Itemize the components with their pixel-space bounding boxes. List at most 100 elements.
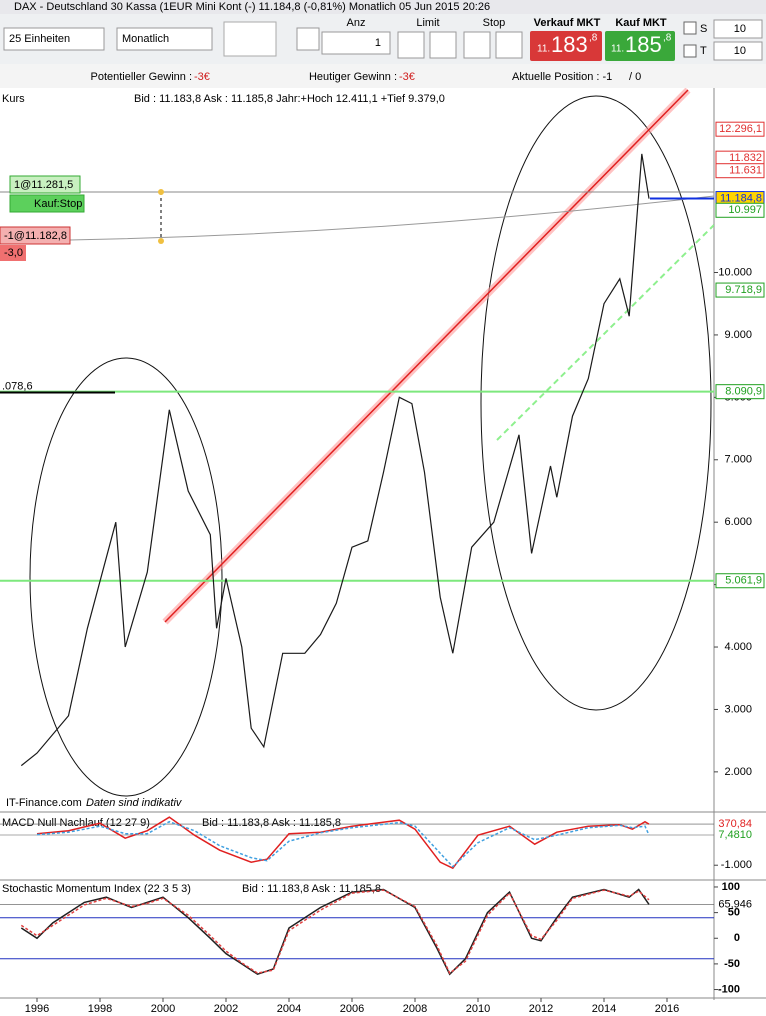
x-tick-label: 2006 — [340, 1003, 364, 1015]
price-line — [20, 153, 650, 767]
price-label-box — [715, 121, 765, 137]
position-box[interactable] — [0, 226, 71, 245]
stoch-title: Stochastic Momentum Index (22 3 5 3) — [2, 883, 191, 895]
x-tick-label: 2000 — [151, 1003, 175, 1015]
ellipse — [29, 357, 223, 797]
y-tick-label: -1.000 — [721, 859, 752, 871]
x-tick-label: 2016 — [655, 1003, 679, 1015]
buy-frac: ,8 — [663, 33, 672, 44]
price-label-box — [715, 202, 765, 218]
units-dropdown[interactable] — [3, 27, 105, 51]
sell-big: 183 — [551, 32, 588, 57]
buy-stop-type: Kauf:Stop — [34, 198, 82, 210]
stoch-quote: Bid : 11.183,8 Ask : 11.185,8 — [242, 883, 381, 895]
y-tick-label: 10.000 — [718, 266, 752, 278]
y-tick-label: -50 — [724, 958, 740, 970]
y-tick-label: 50 — [728, 907, 740, 919]
ellipse — [480, 95, 712, 711]
price-label: 12.296,1 — [719, 123, 762, 135]
buy-button[interactable] — [605, 31, 675, 61]
level-label: .078,6 — [2, 380, 33, 392]
x-tick-label: 2012 — [529, 1003, 553, 1015]
limit-buy-button[interactable] — [397, 31, 425, 59]
strategy-button[interactable] — [223, 21, 277, 57]
y-tick-label: 0 — [734, 932, 740, 944]
period-dropdown[interactable] — [116, 27, 213, 51]
trend-line — [164, 89, 689, 623]
window-title: DAX - Deutschland 30 Kassa (1EUR Mini Ko… — [14, 1, 490, 13]
x-tick-label: 1998 — [88, 1003, 112, 1015]
order-curve — [0, 195, 714, 242]
stop-label: Stop — [483, 17, 506, 29]
sell-button[interactable] — [530, 31, 602, 61]
handle[interactable] — [158, 189, 164, 195]
y-tick-label: 3.000 — [724, 703, 752, 715]
today-label: Heutiger Gewinn : — [309, 71, 397, 83]
x-tick-label: 2004 — [277, 1003, 301, 1015]
potential-label: Potentieller Gewinn : — [91, 71, 193, 83]
series-line — [36, 816, 650, 870]
wrench-button[interactable] — [296, 27, 320, 51]
x-tick-label: 2002 — [214, 1003, 238, 1015]
position: -1@11.182,8 — [4, 230, 67, 242]
price-label: 11.184,8 — [720, 192, 762, 204]
s-checkbox[interactable] — [683, 21, 697, 35]
macd-title: MACD Null Nachlauf (12 27 9) — [2, 817, 150, 829]
stop-sell-button[interactable] — [495, 31, 523, 59]
sell-frac: ,8 — [589, 33, 598, 44]
pl-box — [0, 245, 26, 261]
price-label: 9.718,9 — [725, 284, 762, 296]
y-tick-label: 100 — [722, 881, 740, 893]
period: Monatlich — [122, 33, 169, 45]
potential: -3€ — [194, 71, 210, 83]
s-value: 10 — [734, 23, 746, 35]
buy-stop: 1@11.281,5 — [14, 179, 73, 191]
s-label: S — [700, 23, 707, 35]
order-box[interactable] — [9, 175, 81, 194]
price-label-box — [715, 282, 765, 298]
x-tick-label: 2014 — [592, 1003, 616, 1015]
series-line — [36, 820, 650, 868]
source: IT-Finance.com — [6, 797, 82, 809]
price-label-box — [715, 384, 765, 400]
value-label: 7,4810 — [718, 829, 752, 841]
t-input[interactable] — [713, 41, 763, 61]
macd-quote: Bid : 11.183,8 Ask : 11.185,8 — [202, 817, 341, 829]
limit-sell-button[interactable] — [429, 31, 457, 59]
x-tick-label: 2008 — [403, 1003, 427, 1015]
qty-label: Anz — [347, 17, 366, 29]
series-line — [20, 889, 650, 975]
title-bar — [0, 0, 766, 14]
t-checkbox[interactable] — [683, 44, 697, 58]
value-label: 65,946 — [718, 898, 752, 910]
price-label-box — [715, 573, 765, 589]
status-bar — [0, 64, 766, 88]
y-tick-label: 6.000 — [724, 516, 752, 528]
buy-label: Kauf MKT — [615, 17, 667, 29]
y-tick-label: 4.000 — [724, 641, 752, 653]
sell-small: 11. — [537, 44, 550, 55]
quote: Bid : 11.183,8 Ask : 11.185,8 Jahr:+Hoch… — [134, 93, 445, 105]
y-tick-label: 9.000 — [724, 329, 752, 341]
price-label-box — [715, 163, 765, 179]
stop-buy-button[interactable] — [463, 31, 491, 59]
order-type-box[interactable] — [9, 194, 85, 213]
limit-label: Limit — [416, 17, 439, 29]
y-tick-label: 2.000 — [724, 766, 752, 778]
position-rest: / 0 — [629, 71, 641, 83]
price-label: 8.090,9 — [725, 386, 762, 398]
y-tick-label: 7.000 — [724, 454, 752, 466]
value-label: 370,84 — [718, 818, 752, 830]
handle[interactable] — [158, 238, 164, 244]
qty-input[interactable] — [321, 31, 391, 55]
price-label: 11.832 — [729, 152, 762, 164]
x-tick-label: 2010 — [466, 1003, 490, 1015]
trend-line — [496, 224, 714, 441]
position-label: Aktuelle Position : -1 — [512, 71, 612, 83]
s-input[interactable] — [713, 19, 763, 39]
qty: 1 — [375, 37, 381, 49]
buy-big: 185 — [625, 32, 662, 57]
price-label: 10.997 — [728, 204, 762, 216]
t-value: 10 — [734, 45, 746, 57]
